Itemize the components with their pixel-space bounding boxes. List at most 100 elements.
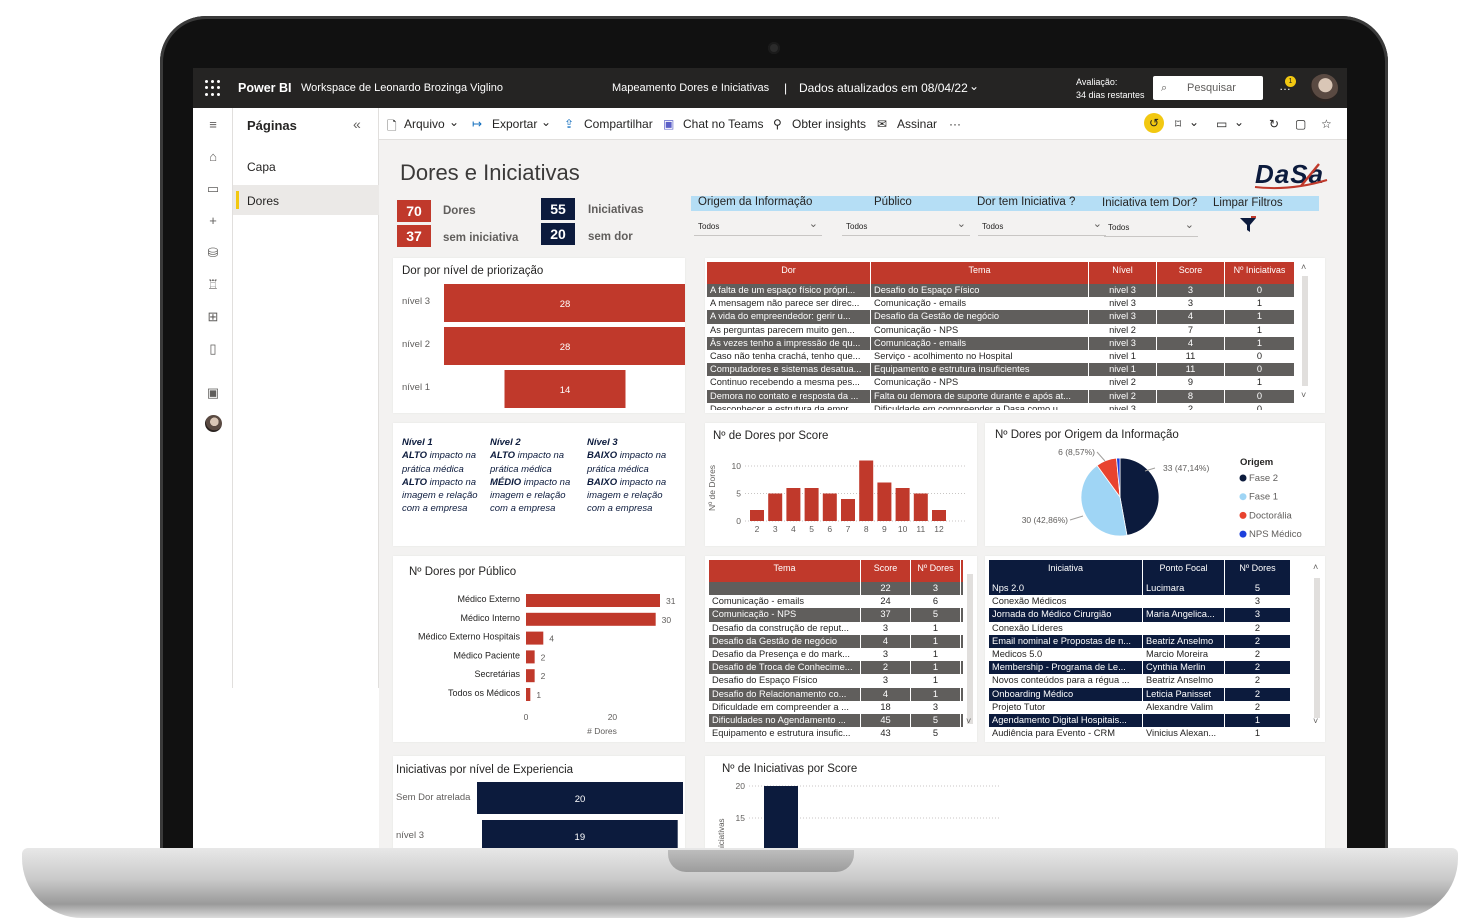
clear-filter-icon[interactable]: [1239, 216, 1259, 234]
table-row[interactable]: Novos conteúdos para a régua ... Beatriz …: [989, 674, 1291, 688]
view-icon[interactable]: ▭: [1216, 117, 1228, 131]
table-row[interactable]: Comunicação - NPS 37 5: [709, 608, 963, 622]
column-header[interactable]: Nº Dores: [911, 560, 961, 582]
datahub-icon[interactable]: ⛁: [207, 245, 219, 260]
apps-icon[interactable]: ⊞: [207, 309, 219, 324]
table-row[interactable]: A mensagem não parece ser direc... Comuni…: [707, 297, 1295, 311]
page-tab-capa[interactable]: Capa: [247, 160, 276, 174]
table-cell: Beatriz Anselmo: [1143, 634, 1225, 648]
more-actions-icon[interactable]: ···: [949, 117, 961, 131]
tema-table-scrollbar[interactable]: [967, 574, 973, 724]
column-header[interactable]: Score: [861, 560, 911, 582]
slicer-iniciativa-dor-dropdown[interactable]: Todos: [1104, 218, 1198, 237]
column-header[interactable]: Ponto Focal: [1143, 560, 1225, 582]
table-row[interactable]: Desafio de Troca de Conhecime... 2 1: [709, 661, 963, 675]
table-row[interactable]: Email nominal e Propostas de n... Beatriz…: [989, 634, 1291, 648]
table-row[interactable]: Dificuldades no Agendamento ... 45 5: [709, 713, 963, 728]
chevron-down-icon[interactable]: ⌄: [449, 115, 460, 129]
search-input[interactable]: ⌕ Pesquisar: [1153, 76, 1263, 100]
scroll-up-icon[interactable]: ˄: [1313, 562, 1319, 572]
column-header[interactable]: Iniciativa: [989, 560, 1143, 582]
table-row[interactable]: A vida do empreendedor: gerir u... Desafi…: [707, 310, 1295, 324]
scroll-up-icon[interactable]: ˄: [1301, 262, 1307, 272]
refresh-icon[interactable]: ↻: [1269, 117, 1280, 131]
page-tab-dores[interactable]: Dores: [233, 185, 379, 215]
chevron-down-icon[interactable]: ⌄: [1189, 115, 1200, 129]
goals-icon[interactable]: ♖: [207, 277, 219, 292]
clear-filters-label[interactable]: Limpar Filtros: [1213, 197, 1283, 209]
favorite-icon[interactable]: ☆: [1321, 117, 1332, 131]
table-cell: Desafio da Gestão de negócio: [871, 310, 1089, 324]
slicer-publico-dropdown[interactable]: Todos: [842, 217, 970, 236]
create-icon[interactable]: +: [209, 213, 217, 228]
teams-button[interactable]: Chat no Teams: [683, 117, 764, 131]
scroll-down-icon[interactable]: ˅: [1301, 390, 1307, 400]
insights-button[interactable]: Obter insights: [792, 117, 867, 131]
table-row[interactable]: Nps 2.0 Lucimara 5: [989, 582, 1291, 596]
table-row[interactable]: A falta de um espaço físico própri... Des…: [707, 284, 1295, 298]
iniciativas-table-scrollbar[interactable]: [1314, 578, 1320, 718]
table-row[interactable]: As perguntas parecem muito gen... Comunic…: [707, 323, 1295, 337]
table-row[interactable]: Demora no contato e resposta da ... Falta…: [707, 389, 1295, 403]
app-launcher-icon[interactable]: [205, 80, 221, 96]
learn-icon[interactable]: ▯: [209, 341, 217, 356]
workspace-name[interactable]: Workspace de Leonardo Brozinga Viglino: [301, 82, 504, 94]
table-row[interactable]: Conexão Líderes 2: [989, 621, 1291, 635]
table-row[interactable]: Desafio da Gestão de negócio 4 1: [709, 634, 963, 648]
chevron-down-icon[interactable]: ⌄: [1234, 115, 1245, 129]
table-row[interactable]: Computadores e sistemas desatua... Equipa…: [707, 363, 1295, 377]
reset-icon[interactable]: ↺: [1144, 113, 1164, 133]
legend-entry: Fase 2: [1249, 473, 1278, 484]
export-menu[interactable]: Exportar: [492, 117, 538, 131]
slicer-dor-iniciativa-dropdown[interactable]: Todos: [978, 217, 1106, 236]
table-row[interactable]: Dificuldade em compreender a ... 18 3: [709, 700, 963, 714]
table-row[interactable]: 22 3: [709, 582, 963, 596]
subscribe-button[interactable]: Assinar: [897, 117, 938, 131]
table-row[interactable]: Medicos 5.0 Marcio Moreira 2: [989, 647, 1291, 662]
table-row[interactable]: Agendamento Digital Hospitais... 1: [989, 713, 1291, 728]
dores-table-scrollbar[interactable]: [1302, 276, 1308, 386]
home-icon[interactable]: ⌂: [209, 149, 217, 164]
table-row[interactable]: Audiência para Evento - CRM Vinicius Alex…: [989, 727, 1291, 740]
column-header[interactable]: Nº Dores: [1225, 560, 1291, 582]
chevron-down-icon[interactable]: ⌄: [541, 115, 552, 129]
table-row[interactable]: Desafio do Espaço Físico 3 1: [709, 674, 963, 688]
share-button[interactable]: Compartilhar: [584, 117, 653, 131]
comment-icon[interactable]: ▢: [1295, 117, 1307, 131]
table-row[interactable]: Continuo recebendo a mesma pes... Comunic…: [707, 376, 1295, 390]
table-row[interactable]: Desafio da Presença e do mark... 3 1: [709, 647, 963, 662]
table-row[interactable]: Conexão Médicos 3: [989, 595, 1291, 609]
scroll-down-icon[interactable]: ˅: [1313, 716, 1319, 726]
workspaces-icon[interactable]: ▣: [206, 385, 220, 400]
column-header[interactable]: Nº Iniciativas: [1225, 262, 1295, 284]
hamburger-menu-icon[interactable]: ≡: [209, 117, 217, 132]
table-row[interactable]: Equipamento e estrutura insufic... 43 5: [709, 727, 963, 740]
table-row[interactable]: Desconhecer a estrutura da empr... Dificu…: [707, 402, 1295, 410]
chevron-down-icon[interactable]: ⌄: [969, 79, 980, 93]
collapse-pane-icon[interactable]: «: [353, 116, 361, 132]
table-row[interactable]: Comunicação - emails 24 6: [709, 595, 963, 609]
column-header[interactable]: Dor: [707, 262, 871, 284]
table-row[interactable]: Desafio do Relacionamento co... 4 1: [709, 687, 963, 701]
table-row[interactable]: Membership - Programa de Le... Cynthia Me…: [989, 661, 1291, 675]
column-header[interactable]: Nível: [1089, 262, 1157, 284]
column-header[interactable]: Tema: [871, 262, 1089, 284]
bookmark-icon[interactable]: ⌑: [1175, 117, 1182, 131]
user-avatar[interactable]: [1310, 74, 1338, 102]
notification-badge[interactable]: 1: [1285, 76, 1296, 87]
table-row[interactable]: Jornada do Médico Cirurgião Maria Angelic…: [989, 608, 1291, 622]
column-header[interactable]: Tema: [709, 560, 861, 582]
table-row[interactable]: Projeto Tutor Alexandre Valim 2: [989, 700, 1291, 714]
browse-icon[interactable]: ▭: [206, 181, 220, 196]
slicer-origem-dropdown[interactable]: Todos: [694, 217, 822, 236]
column-header[interactable]: Score: [1157, 262, 1225, 284]
data-updated[interactable]: Dados atualizados em 08/04/22: [799, 81, 968, 95]
table-row[interactable]: Às vezes tenho a impressão de qu... Comun…: [707, 336, 1295, 350]
my-workspace-avatar[interactable]: [205, 415, 222, 432]
table-row[interactable]: Desafio da construção de reput... 3 1: [709, 621, 963, 635]
file-menu[interactable]: Arquivo: [404, 117, 445, 131]
table-row[interactable]: Caso não tenha crachá, tenho que... Servi…: [707, 349, 1295, 364]
app-name[interactable]: Power BI: [238, 81, 292, 95]
table-row[interactable]: Onboarding Médico Leticia Panisset 2: [989, 687, 1291, 701]
scroll-down-icon[interactable]: ˅: [966, 716, 972, 726]
